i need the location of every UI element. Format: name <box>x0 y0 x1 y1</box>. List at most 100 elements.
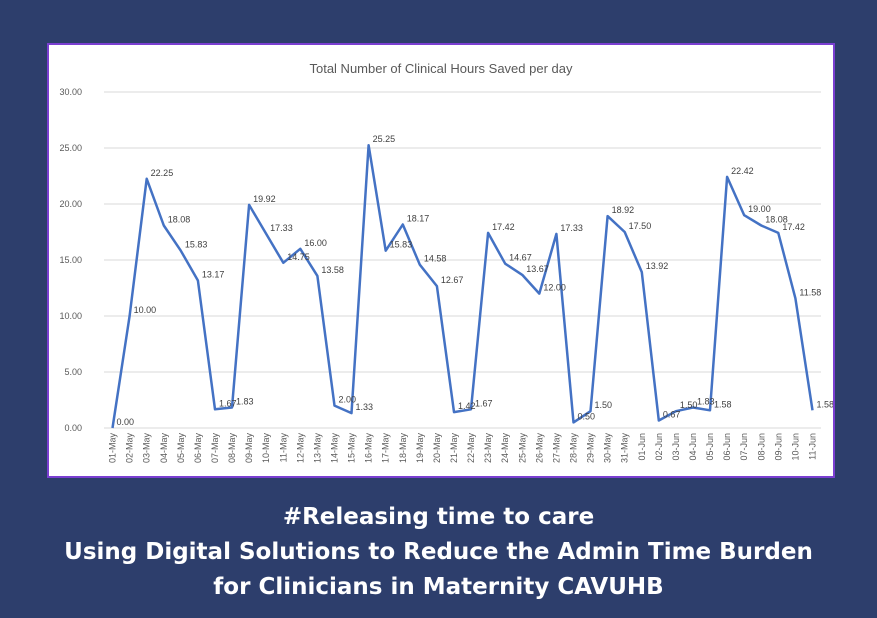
data-label: 2.00 <box>338 395 356 405</box>
x-tick-label: 14-May <box>329 433 339 464</box>
x-tick-label: 22-May <box>466 433 476 464</box>
x-tick-label: 15-May <box>347 433 357 464</box>
gridlines <box>104 91 821 429</box>
data-label: 1.42 <box>458 401 476 411</box>
x-tick-label: 03-Jun <box>671 433 681 461</box>
y-tick-label: 0.00 <box>64 423 82 433</box>
chart-title: Total Number of Clinical Hours Saved per… <box>309 61 573 76</box>
data-label: 16.00 <box>304 238 327 248</box>
data-label: 17.33 <box>270 223 293 233</box>
data-label: 1.58 <box>816 399 833 409</box>
data-label: 22.25 <box>151 168 174 178</box>
data-label: 1.83 <box>236 397 254 407</box>
y-tick-label: 20.00 <box>59 199 82 209</box>
data-label: 15.83 <box>185 240 208 250</box>
data-label: 14.67 <box>509 253 532 263</box>
x-tick-label: 06-Jun <box>722 433 732 461</box>
data-label: 10.00 <box>134 305 157 315</box>
x-tick-label: 09-May <box>244 433 254 464</box>
x-tick-label: 24-May <box>500 433 510 464</box>
data-label: 25.25 <box>373 134 396 144</box>
data-label: 12.67 <box>441 275 464 285</box>
x-tick-label: 11-Jun <box>807 433 817 460</box>
y-tick-label: 5.00 <box>64 367 82 377</box>
y-axis-tick-labels: 0.00 5.00 10.00 15.00 20.00 25.00 30.00 <box>59 87 82 433</box>
x-tick-label: 25-May <box>517 433 527 464</box>
data-label: 13.58 <box>321 265 344 275</box>
series-line <box>111 143 814 429</box>
x-tick-label: 04-Jun <box>688 433 698 461</box>
data-label: 0.00 <box>117 417 135 427</box>
data-label: 1.33 <box>356 402 374 412</box>
x-tick-label: 07-Jun <box>739 433 749 461</box>
data-label: 17.42 <box>782 222 805 232</box>
chart-panel: Total Number of Clinical Hours Saved per… <box>47 43 835 478</box>
x-tick-label: 10-May <box>261 433 271 464</box>
data-label: 18.08 <box>765 215 788 225</box>
x-tick-label: 31-May <box>620 433 630 464</box>
data-label: 13.67 <box>526 264 549 274</box>
data-label: 1.67 <box>219 398 237 408</box>
x-tick-label: 23-May <box>483 433 493 464</box>
data-label: 13.92 <box>646 261 669 271</box>
data-label: 17.33 <box>560 223 583 233</box>
x-tick-label: 07-May <box>210 433 220 464</box>
data-label: 18.17 <box>407 213 430 223</box>
x-tick-label: 13-May <box>312 433 322 464</box>
x-tick-label: 21-May <box>449 433 459 464</box>
x-tick-label: 08-May <box>227 433 237 464</box>
caption-hashtag: #Releasing time to care <box>282 504 595 530</box>
x-tick-label: 04-May <box>159 433 169 464</box>
x-tick-label: 27-May <box>551 433 561 464</box>
data-label: 0.50 <box>577 411 595 421</box>
x-tick-label: 08-Jun <box>756 433 766 461</box>
data-label: 14.75 <box>287 252 310 262</box>
line-chart: Total Number of Clinical Hours Saved per… <box>59 61 833 464</box>
x-tick-label: 01-May <box>108 433 118 464</box>
x-tick-label: 28-May <box>568 433 578 464</box>
data-label: 13.17 <box>202 269 225 279</box>
x-tick-label: 11-May <box>278 433 288 463</box>
x-tick-label: 26-May <box>534 433 544 464</box>
x-tick-label: 18-May <box>398 433 408 464</box>
data-label: 1.67 <box>475 398 493 408</box>
x-tick-label: 29-May <box>586 433 596 464</box>
data-label: 12.00 <box>543 283 566 293</box>
x-tick-label: 06-May <box>193 433 203 464</box>
caption-subheadline: for Clinicians in Maternity CAVUHB <box>213 574 664 600</box>
y-tick-label: 15.00 <box>59 255 82 265</box>
x-tick-label: 10-Jun <box>790 433 800 461</box>
x-axis-tick-labels: 01-May 02-May 03-May 04-May 05-May 06-May 07-M… <box>108 433 818 464</box>
data-label: 17.42 <box>492 222 515 232</box>
data-label: 1.50 <box>680 400 698 410</box>
x-tick-label: 16-May <box>364 433 374 464</box>
data-label: 22.42 <box>731 166 754 176</box>
series-line-layer <box>111 143 814 429</box>
data-label: 1.58 <box>714 399 732 409</box>
data-label: 1.83 <box>697 397 715 407</box>
data-label: 19.00 <box>748 204 771 214</box>
x-tick-label: 20-May <box>432 433 442 464</box>
x-tick-label: 05-May <box>176 433 186 464</box>
x-tick-label: 19-May <box>415 433 425 464</box>
x-tick-label: 02-Jun <box>654 433 664 461</box>
y-tick-label: 10.00 <box>59 311 82 321</box>
y-tick-label: 30.00 <box>59 87 82 97</box>
x-tick-label: 12-May <box>295 433 305 464</box>
data-label: 18.92 <box>612 205 635 215</box>
x-tick-label: 09-Jun <box>773 433 783 461</box>
y-tick-label: 25.00 <box>59 143 82 153</box>
data-label: 11.58 <box>799 287 821 297</box>
x-tick-label: 02-May <box>125 433 135 464</box>
data-label: 0.67 <box>663 409 681 419</box>
x-tick-label: 30-May <box>603 433 613 464</box>
data-label: 15.83 <box>390 240 413 250</box>
caption-headline: Using Digital Solutions to Reduce the Ad… <box>64 539 813 565</box>
data-label: 1.50 <box>595 400 613 410</box>
data-label: 19.92 <box>253 194 276 204</box>
x-tick-label: 17-May <box>381 433 391 464</box>
data-label: 14.58 <box>424 254 447 264</box>
x-tick-label: 05-Jun <box>705 433 715 461</box>
